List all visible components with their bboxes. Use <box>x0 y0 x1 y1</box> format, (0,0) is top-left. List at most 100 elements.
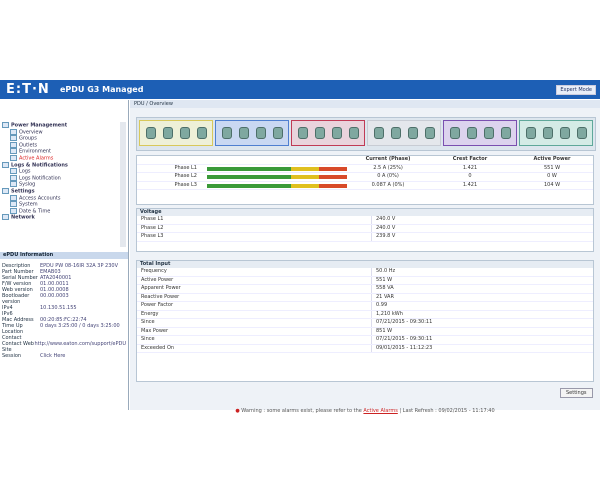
menu-label[interactable]: Logs & Notifications <box>11 162 68 169</box>
panel-row: Max Power 851 W <box>137 327 593 336</box>
outlet[interactable] <box>272 127 283 139</box>
outlet[interactable] <box>500 127 511 139</box>
menu-icon <box>10 207 17 214</box>
footer: ● Warning : some alarms exist, please re… <box>130 405 600 417</box>
panel-row: Phase L1 240.0 V <box>137 216 593 225</box>
outlet[interactable] <box>179 127 190 139</box>
menu-icon <box>2 214 9 221</box>
row-value: 21 VAR <box>371 293 593 301</box>
menu-label[interactable]: Environment <box>19 148 51 155</box>
warning-text: Warning : some alarms exist, please refe… <box>241 408 362 414</box>
menu-label[interactable]: Logs Notification <box>19 175 61 182</box>
settings-button[interactable]: Settings <box>560 388 593 398</box>
header-button[interactable]: Expert Mode <box>556 85 596 95</box>
phase-value: 2.5 A (25%) <box>373 164 403 171</box>
menu-item[interactable]: Power Management <box>2 122 120 129</box>
header-spacer <box>137 156 347 164</box>
panel-row: Power Factor 0.99 <box>137 302 593 311</box>
refresh-text: | Last Refresh : 09/02/2015 - 11:17:40 <box>399 408 495 414</box>
gauge-segment <box>319 166 347 171</box>
menu-label[interactable]: Logs <box>19 168 31 175</box>
row-value: 09/01/2015 - 11:12:23 <box>371 344 593 352</box>
outlet[interactable] <box>331 127 342 139</box>
menu-item[interactable]: Settings <box>2 187 120 195</box>
row-value: 240.0 V <box>371 216 593 224</box>
menu-item[interactable]: Overview <box>2 128 120 136</box>
menu-label[interactable]: Power Management <box>11 122 68 129</box>
outlet[interactable] <box>542 127 553 139</box>
info-value: 00:20:85:FC:22:74 <box>40 317 87 323</box>
scrollbar[interactable] <box>120 122 126 247</box>
menu-item[interactable]: Logs <box>2 168 120 175</box>
row-value: 07/21/2015 - 09:30:11 <box>371 319 593 327</box>
outlet[interactable] <box>390 127 401 139</box>
row-label: Since <box>141 319 155 325</box>
menu-label[interactable]: Syslog <box>19 181 36 188</box>
info-value: 0 days 3:25:00 / 0 days 3:25:00 <box>40 323 120 329</box>
outlet[interactable] <box>483 127 494 139</box>
info-label: Bootloader version <box>2 293 30 305</box>
info-label: Time Up <box>2 323 23 329</box>
outlet[interactable] <box>255 127 266 139</box>
row-value: 0.99 <box>371 302 593 310</box>
row-value: 50.0 Hz <box>371 268 593 276</box>
alarm-link[interactable]: Active Alarms <box>363 408 398 414</box>
menu-label[interactable]: Network <box>11 214 35 221</box>
menu-item[interactable]: Date & Time <box>2 207 120 215</box>
outlet[interactable] <box>196 127 207 139</box>
outlet[interactable] <box>348 127 359 139</box>
outlet[interactable] <box>407 127 418 139</box>
menu-item[interactable]: Syslog <box>2 181 120 188</box>
menu-label[interactable]: Date & Time <box>19 208 51 215</box>
menu-item[interactable]: Environment <box>2 148 120 155</box>
row-label: Max Power <box>141 327 169 334</box>
gauge-segment <box>319 183 347 188</box>
menu-item[interactable]: Active Alarms <box>2 154 120 162</box>
sidebar: Power Management Overview Groups Outlets Env… <box>0 100 129 410</box>
outlet[interactable] <box>576 127 587 139</box>
info-value: EPDU PW 08-16IR 32A 3P 230V <box>40 263 119 269</box>
phase-col-header: Crest Factor <box>452 156 488 162</box>
outlet-strip <box>136 117 596 151</box>
menu-item[interactable]: System <box>2 201 120 208</box>
menu-item[interactable]: Groups <box>2 135 120 142</box>
outlet[interactable] <box>297 127 308 139</box>
info-label: Contact <box>2 335 22 341</box>
menu-icon <box>10 128 17 135</box>
outlet[interactable] <box>449 127 460 139</box>
outlet[interactable] <box>559 127 570 139</box>
phase-row: Phase L1 2.5 A (25%) 1.421 551 W <box>137 164 593 173</box>
menu-item[interactable]: Outlets <box>2 141 120 149</box>
menu-label[interactable]: Outlets <box>19 142 38 149</box>
outlet[interactable] <box>525 127 536 139</box>
menu-item[interactable]: Access Accounts <box>2 194 120 202</box>
menu-label[interactable]: Active Alarms <box>19 155 54 162</box>
outlet[interactable] <box>238 127 249 139</box>
outlet[interactable] <box>145 127 156 139</box>
menu-label[interactable]: Groups <box>19 135 37 142</box>
header: E:T·N ePDU G3 Managed Expert Mode <box>0 80 600 99</box>
row-label: Since <box>141 336 155 342</box>
info-row: Serial Number ATA2040001 <box>2 275 126 281</box>
outlet[interactable] <box>314 127 325 139</box>
gauge-segment <box>207 183 291 188</box>
menu-label[interactable]: Overview <box>19 129 43 136</box>
menu-label[interactable]: Access Accounts <box>19 195 61 202</box>
phase-col-header: Current (Phase) <box>365 156 411 162</box>
menu-label[interactable]: System <box>19 201 38 208</box>
menu-item[interactable]: Network <box>2 214 120 221</box>
outlet[interactable] <box>162 127 173 139</box>
info-value: http://www.eaton.com/support/ePDU <box>34 341 126 347</box>
content: PDU / Overview Current (Phase) Crest Fact… <box>130 100 600 410</box>
outlet[interactable] <box>373 127 384 139</box>
phase-value: 0 W <box>547 173 557 179</box>
row-label: Apparent Power <box>141 285 181 291</box>
outlet[interactable] <box>424 127 435 139</box>
menu-label[interactable]: Settings <box>11 188 35 195</box>
menu-item[interactable]: Logs & Notifications <box>2 161 120 169</box>
row-label: Power Factor <box>141 302 174 308</box>
outlet[interactable] <box>466 127 477 139</box>
menu-item[interactable]: Logs Notification <box>2 174 120 182</box>
outlet[interactable] <box>221 127 232 139</box>
